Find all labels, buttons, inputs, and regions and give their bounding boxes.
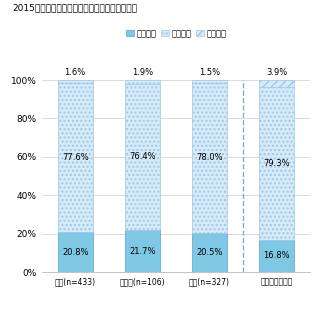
Bar (259, 87, 294, 240)
Text: 21.7%: 21.7% (129, 247, 156, 256)
Text: 1.6%: 1.6% (65, 68, 86, 77)
Text: 77.6%: 77.6% (62, 153, 89, 162)
Bar (58, 83, 93, 232)
Bar (259, 240, 294, 272)
Bar (192, 83, 227, 233)
Text: 16.8%: 16.8% (263, 252, 290, 260)
Text: 3.9%: 3.9% (266, 68, 287, 77)
Text: 1.5%: 1.5% (199, 68, 220, 77)
Text: 1.9%: 1.9% (132, 68, 153, 77)
Bar (125, 230, 160, 272)
Bar (192, 80, 227, 83)
Bar (192, 233, 227, 272)
Text: 20.8%: 20.8% (62, 248, 88, 257)
Bar (58, 232, 93, 272)
Text: 2015年卒向け学内企業説明会の開催日数の増減: 2015年卒向け学内企業説明会の開催日数の増減 (13, 3, 138, 12)
Text: 79.3%: 79.3% (263, 159, 290, 168)
Bar (125, 80, 160, 84)
Bar (58, 80, 93, 83)
Text: 76.4%: 76.4% (129, 153, 156, 162)
Bar (259, 80, 294, 87)
Bar (125, 84, 160, 230)
Legend: 増やした, 前年並み, 減らした: 増やした, 前年並み, 減らした (122, 26, 230, 41)
Text: 78.0%: 78.0% (196, 153, 223, 162)
Text: 20.5%: 20.5% (196, 248, 223, 257)
